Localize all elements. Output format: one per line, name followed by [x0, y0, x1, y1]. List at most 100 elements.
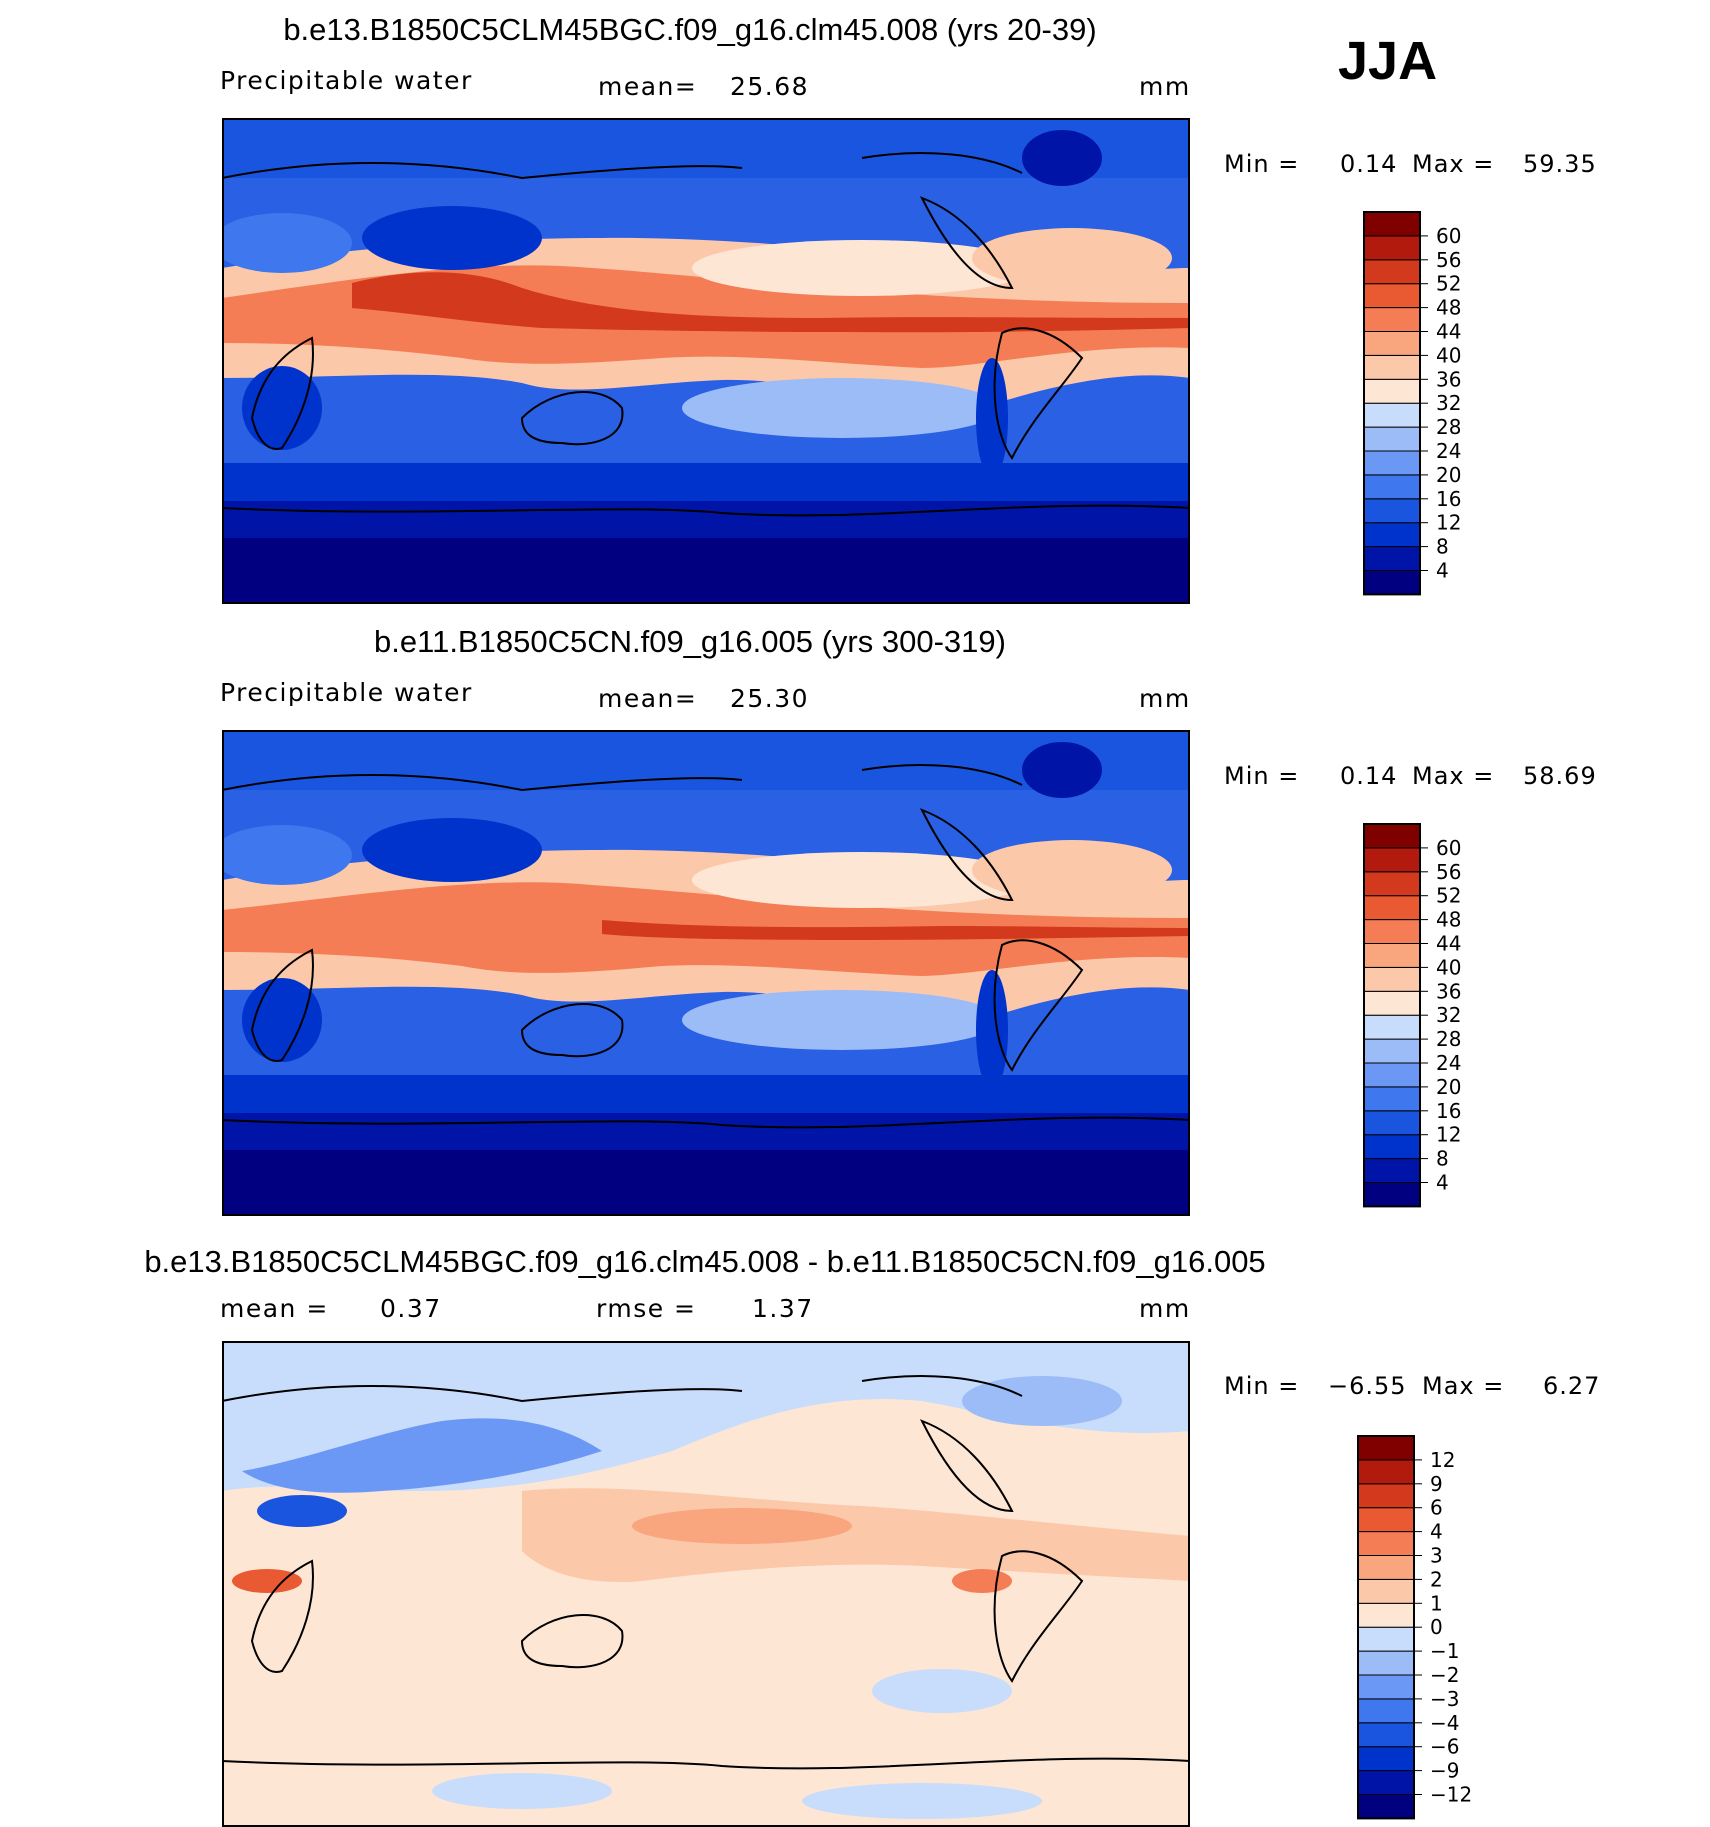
colorbar-swatch — [1363, 1014, 1421, 1040]
band-south-polar — [222, 533, 1190, 604]
panel-2-mean-label: mean= — [598, 684, 698, 713]
colorbar-swatch — [1363, 1110, 1421, 1136]
colorbar-swatch — [1357, 1626, 1415, 1652]
colorbar-tick-label: −9 — [1430, 1759, 1459, 1783]
colorbar-tick-label: 16 — [1436, 487, 1461, 511]
panel-1-max-label: Max = — [1412, 150, 1495, 178]
subtropical-patch-atlantic — [972, 840, 1172, 900]
colorbar-swatch — [1363, 259, 1421, 285]
colorbar-tick-label: 36 — [1436, 367, 1461, 391]
panel-3-rmse-value: 1.37 — [752, 1294, 814, 1323]
subtropical-patch-pacific — [692, 240, 1032, 296]
panel-2-variable-label: Precipitable water — [220, 678, 473, 707]
panel-2-mean-value: 25.30 — [730, 684, 810, 713]
band-south-mid — [222, 463, 1190, 501]
colorbar-swatch — [1357, 1435, 1415, 1461]
colorbar-swatch — [1357, 1459, 1415, 1485]
colorbar-tick-label: 24 — [1436, 1051, 1461, 1075]
andes-dry-region — [976, 970, 1008, 1090]
andes-dry-region — [976, 358, 1008, 478]
colorbar-swatch — [1357, 1746, 1415, 1772]
colorbar-swatch — [1357, 1770, 1415, 1796]
colorbar-tick-label: 16 — [1436, 1099, 1461, 1123]
tropical-belt-core — [602, 920, 1190, 940]
colorbar-tick-label: 9 — [1430, 1472, 1443, 1496]
south-atlantic-negative — [872, 1669, 1012, 1713]
colorbar-tick-label: 40 — [1436, 955, 1461, 979]
colorbar-tick-label: −12 — [1430, 1783, 1472, 1807]
colorbar-tick-label: 56 — [1436, 860, 1461, 884]
amazon-positive-core — [952, 1569, 1012, 1593]
panel-3-title: b.e13.B1850C5CLM45BGC.f09_g16.clm45.008 … — [144, 1244, 1266, 1279]
panel-1-min-label: Min = — [1224, 150, 1300, 178]
panel-2-title: b.e11.B1850C5CN.f09_g16.005 (yrs 300-319… — [374, 624, 1006, 659]
colorbar-swatch — [1363, 307, 1421, 332]
colorbar-swatch — [1363, 1086, 1421, 1112]
colorbar-tick-label: 20 — [1436, 1075, 1461, 1099]
colorbar-swatch — [1363, 402, 1421, 428]
colorbar-swatch — [1363, 570, 1421, 595]
colorbar-tick-label: 32 — [1436, 391, 1461, 415]
panel-3-min-value: −6.55 — [1328, 1372, 1407, 1400]
colorbar-tick-label: 40 — [1436, 343, 1461, 367]
colorbar-tick-label: 2 — [1430, 1567, 1443, 1591]
colorbar-tick-label: −6 — [1430, 1735, 1459, 1759]
colorbar-tick-label: 60 — [1436, 836, 1461, 860]
panel-3-min-label: Min = — [1224, 1372, 1300, 1400]
colorbar-tick-label: 32 — [1436, 1003, 1461, 1027]
panel-1-mean-value: 25.68 — [730, 72, 810, 101]
colorbar-swatch — [1363, 847, 1421, 873]
panel-1-map — [222, 118, 1190, 604]
panel-2-min-label: Min = — [1224, 762, 1300, 790]
colorbar-tick-label: 0 — [1430, 1615, 1443, 1639]
panel-3-units: mm — [1139, 1294, 1191, 1323]
panel-2-units: mm — [1139, 684, 1191, 713]
colorbar-swatch — [1357, 1531, 1415, 1556]
colorbar-swatch — [1363, 1038, 1421, 1064]
colorbar-swatch — [1363, 895, 1421, 921]
panel-1-max-value: 59.35 — [1523, 150, 1597, 178]
colorbar-swatch — [1357, 1698, 1415, 1724]
panel-1-variable-label: Precipitable water — [220, 66, 473, 95]
band-south-high — [222, 1110, 1190, 1150]
colorbar-tick-label: 4 — [1436, 1171, 1449, 1195]
south-pacific-patch — [682, 378, 1002, 438]
panel-2-min-value: 0.14 — [1340, 762, 1398, 790]
sahara-dry-region — [222, 213, 352, 273]
colorbar-tick-label: 44 — [1436, 932, 1461, 956]
colorbar-tick-label: 6 — [1430, 1496, 1443, 1520]
colorbar-swatch — [1363, 990, 1421, 1016]
tibet-dry-region — [362, 206, 542, 270]
band-south-polar — [222, 1145, 1190, 1216]
colorbar-tick-label: 60 — [1436, 224, 1461, 248]
panel-3-max-label: Max = — [1422, 1372, 1505, 1400]
colorbar-swatch — [1363, 1134, 1421, 1160]
colorbar-swatch — [1357, 1578, 1415, 1604]
panel-3-rmse-label: rmse = — [596, 1294, 697, 1323]
colorbar-tick-label: 56 — [1436, 248, 1461, 272]
band-south-high — [222, 498, 1190, 538]
colorbar-swatch — [1357, 1650, 1415, 1676]
coastlines — [222, 764, 1190, 1129]
colorbar-tick-label: −2 — [1430, 1663, 1459, 1687]
colorbar-tick-label: 48 — [1436, 908, 1461, 932]
colorbar-tick-label: 8 — [1436, 535, 1449, 559]
colorbar-tick-label: 44 — [1436, 320, 1461, 344]
sahara-dry-region — [222, 825, 352, 885]
south-pacific-patch — [682, 990, 1002, 1050]
panel-1-title: b.e13.B1850C5CLM45BGC.f09_g16.clm45.008 … — [283, 12, 1097, 47]
panel-2-map — [222, 730, 1190, 1216]
colorbar-tick-label: 8 — [1436, 1147, 1449, 1171]
tibet-dry-region — [362, 818, 542, 882]
colorbar-swatch — [1363, 426, 1421, 452]
colorbar-swatch — [1357, 1483, 1415, 1509]
map-frame — [222, 730, 1190, 1216]
antarctic-negative-2 — [802, 1783, 1042, 1819]
colorbar-swatch — [1363, 354, 1421, 380]
colorbar-swatch — [1363, 474, 1421, 500]
arabia-negative — [257, 1495, 347, 1527]
colorbar-tick-label: 28 — [1436, 415, 1461, 439]
panel-3-map — [222, 1341, 1190, 1827]
